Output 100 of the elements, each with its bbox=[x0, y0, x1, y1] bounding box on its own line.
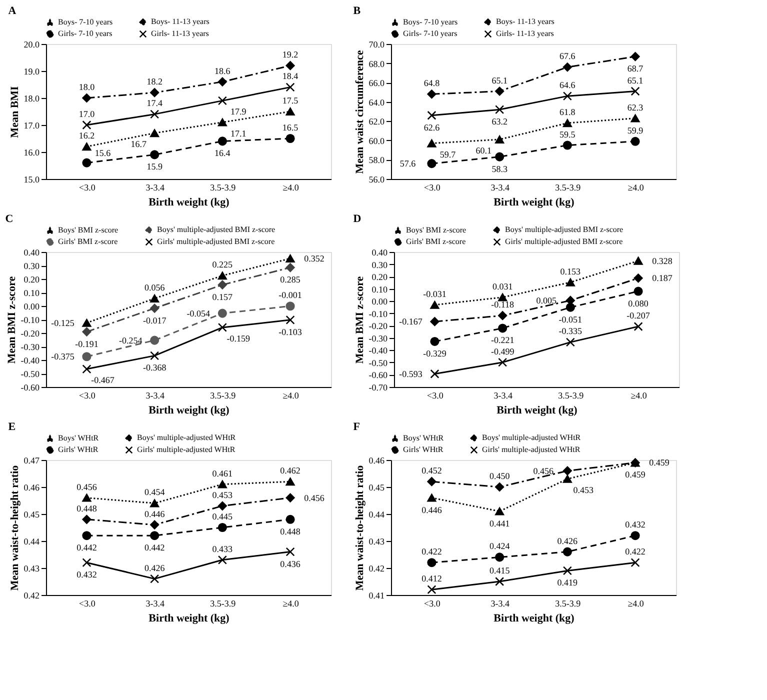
legend-label: Girls' multiple-adjusted BMI z-score bbox=[505, 237, 624, 246]
y-tick-label: 0.00 bbox=[24, 302, 40, 312]
data-label: 17.0 bbox=[78, 109, 96, 119]
y-tick-label: 0.40 bbox=[24, 248, 40, 258]
y-tick-label: 56.0 bbox=[368, 174, 385, 184]
y-tick-label: 0.10 bbox=[24, 288, 40, 298]
data-label: 0.436 bbox=[280, 558, 301, 569]
data-label: 16.7 bbox=[130, 139, 147, 150]
data-label: -0.335 bbox=[558, 326, 583, 336]
data-label: 64.8 bbox=[424, 78, 440, 88]
data-label: -0.001 bbox=[278, 290, 302, 300]
point bbox=[630, 558, 640, 568]
data-label: 0.056 bbox=[144, 282, 166, 292]
data-label: -0.593 bbox=[399, 368, 423, 379]
data-label: 15.9 bbox=[146, 162, 163, 172]
data-label: 0.352 bbox=[304, 253, 324, 264]
point bbox=[498, 358, 508, 367]
y-tick-label: -0.40 bbox=[20, 356, 40, 366]
point bbox=[562, 566, 572, 576]
x-tick-label: 3.5-3.9 bbox=[210, 598, 236, 608]
data-label: 61.8 bbox=[560, 107, 576, 118]
data-label: 0.454 bbox=[144, 487, 166, 498]
data-label: 0.452 bbox=[422, 466, 442, 476]
point bbox=[430, 336, 440, 346]
x-axis-title: Birth weight (kg) bbox=[148, 612, 230, 624]
point bbox=[286, 315, 295, 324]
chart-title: E bbox=[8, 421, 16, 433]
x-tick-label: ≥4.0 bbox=[630, 390, 648, 400]
data-label: 0.456 bbox=[304, 492, 325, 503]
x-tick-label: ≥4.0 bbox=[628, 598, 644, 608]
y-tick-label: -0.60 bbox=[20, 382, 40, 392]
point bbox=[150, 336, 160, 345]
x-axis-title: Birth weight (kg) bbox=[494, 196, 575, 208]
point bbox=[562, 140, 572, 150]
legend-label: Girls' multiple-adjusted WHtR bbox=[137, 445, 236, 454]
data-label: -0.207 bbox=[626, 310, 650, 320]
point bbox=[82, 494, 92, 502]
y-tick-label: 0.40 bbox=[372, 248, 388, 258]
data-label: 16.5 bbox=[282, 122, 299, 132]
point bbox=[150, 88, 160, 98]
data-label: -0.159 bbox=[226, 333, 251, 344]
point bbox=[82, 514, 92, 524]
data-label: 0.456 bbox=[76, 482, 98, 492]
data-label: -0.221 bbox=[490, 335, 514, 346]
point bbox=[634, 286, 643, 296]
data-label: 60.1 bbox=[476, 145, 492, 156]
x-tick-label: 3-3.4 bbox=[146, 598, 165, 608]
point bbox=[218, 136, 227, 146]
chart-title: C bbox=[5, 213, 14, 225]
data-label: -0.017 bbox=[142, 315, 167, 326]
y-tick-label: 66.0 bbox=[368, 78, 385, 88]
point bbox=[495, 552, 504, 562]
point bbox=[495, 135, 504, 144]
data-label: 19.2 bbox=[282, 50, 298, 60]
point bbox=[427, 477, 436, 486]
data-label: 0.441 bbox=[489, 518, 510, 528]
data-label: 57.6 bbox=[400, 158, 416, 169]
point bbox=[566, 338, 575, 347]
data-label: 0.005 bbox=[536, 295, 558, 306]
y-tick-label: 68.0 bbox=[368, 58, 385, 69]
point bbox=[218, 77, 227, 86]
point bbox=[562, 547, 572, 556]
point bbox=[562, 466, 572, 476]
y-tick-label: 60.0 bbox=[368, 136, 385, 146]
data-label: -0.254 bbox=[118, 335, 143, 346]
data-label: 16.4 bbox=[214, 148, 231, 158]
x-tick-label: 3.5-3.9 bbox=[558, 390, 584, 400]
y-tick-label: 0.30 bbox=[24, 261, 40, 271]
data-label: 0.459 bbox=[625, 470, 646, 480]
y-tick-label: -0.40 bbox=[368, 346, 388, 356]
y-tick-label: 17.0 bbox=[24, 120, 40, 130]
y-tick-label: 0.43 bbox=[368, 536, 385, 546]
y-tick-label: -0.50 bbox=[368, 358, 388, 368]
x-axis-title: Birth weight (kg) bbox=[494, 612, 575, 624]
point bbox=[286, 82, 295, 92]
x-tick-label: <3.0 bbox=[424, 598, 441, 608]
y-tick-label: 0.45 bbox=[368, 482, 385, 492]
y-axis-title: Mean waist circumference bbox=[354, 50, 366, 174]
point bbox=[634, 274, 643, 283]
data-label: 0.453 bbox=[573, 484, 594, 495]
data-label: 0.442 bbox=[76, 542, 97, 553]
data-label: 0.453 bbox=[212, 490, 234, 500]
x-axis-title: Birth weight (kg) bbox=[148, 196, 230, 208]
data-label: 0.448 bbox=[280, 526, 301, 536]
point bbox=[495, 105, 504, 114]
point bbox=[150, 520, 160, 530]
legend-label: Boys' BMI z-score bbox=[406, 225, 467, 234]
x-tick-label: 3.5-3.9 bbox=[210, 182, 236, 192]
point bbox=[495, 86, 504, 96]
y-axis-title: Mean BMI z-score bbox=[354, 276, 366, 364]
x-tick-label: 3.5-3.9 bbox=[555, 182, 582, 192]
point bbox=[150, 574, 160, 584]
point bbox=[566, 302, 575, 312]
data-label: 0.459 bbox=[649, 458, 670, 468]
y-tick-label: 62.0 bbox=[368, 116, 385, 127]
data-label: 0.446 bbox=[422, 504, 442, 515]
point bbox=[562, 474, 572, 483]
y-tick-label: 0.20 bbox=[372, 272, 388, 282]
point bbox=[218, 555, 227, 564]
point bbox=[82, 120, 92, 130]
